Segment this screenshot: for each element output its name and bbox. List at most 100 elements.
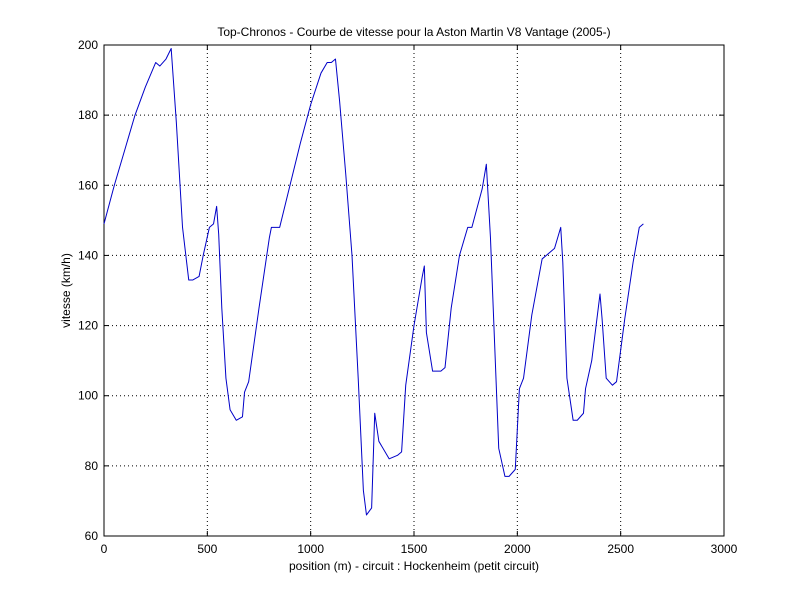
data-point — [203, 255, 204, 256]
data-point — [192, 280, 193, 281]
data-point — [374, 413, 375, 414]
data-point — [218, 234, 219, 235]
chart-title: Top-Chronos - Courbe de vitesse pour la … — [217, 25, 610, 39]
data-point — [269, 237, 270, 238]
y-tick-label: 100 — [78, 389, 98, 403]
data-point — [199, 276, 200, 277]
data-point — [331, 62, 332, 63]
data-point — [482, 188, 483, 189]
data-point — [519, 388, 520, 389]
data-point — [171, 48, 172, 49]
data-point — [505, 476, 506, 477]
data-point — [145, 87, 146, 88]
data-point — [345, 174, 346, 175]
data-point — [624, 318, 625, 319]
series-layer — [103, 48, 644, 516]
x-tick-label: 1500 — [401, 542, 428, 556]
data-point — [124, 150, 125, 151]
x-tick-label: 3000 — [711, 542, 738, 556]
data-point — [562, 262, 563, 263]
data-point — [236, 420, 237, 421]
data-point — [159, 66, 160, 67]
data-point — [445, 367, 446, 368]
y-tick-label: 160 — [78, 178, 98, 192]
x-tick-labels: 0 500 1000 1500 2000 2500 3000 — [101, 542, 738, 556]
data-point — [573, 420, 574, 421]
data-point — [230, 409, 231, 410]
data-point — [467, 227, 468, 228]
data-point — [244, 392, 245, 393]
data-point — [577, 420, 578, 421]
x-tick-label: 0 — [101, 542, 108, 556]
data-point — [451, 308, 452, 309]
grid-lines — [104, 45, 724, 536]
y-axis-title: vitesse (km/h) — [59, 253, 73, 328]
data-point — [389, 458, 390, 459]
y-tick-label: 120 — [78, 319, 98, 333]
x-axis-title: position (m) - circuit : Hockenheim (pet… — [289, 559, 539, 573]
data-point — [405, 385, 406, 386]
data-point — [182, 227, 183, 228]
data-point — [490, 237, 491, 238]
data-point — [135, 115, 136, 116]
data-point — [339, 101, 340, 102]
data-point — [226, 378, 227, 379]
data-point — [486, 164, 487, 165]
data-point — [432, 371, 433, 372]
data-point — [591, 360, 592, 361]
data-point — [633, 262, 634, 263]
data-point — [585, 388, 586, 389]
data-point — [358, 378, 359, 379]
data-point — [327, 62, 328, 63]
data-point — [378, 441, 379, 442]
data-point — [471, 227, 472, 228]
data-point — [114, 185, 115, 186]
y-tick-label: 200 — [78, 38, 98, 52]
data-point — [248, 381, 249, 382]
data-point — [166, 59, 167, 60]
data-point — [523, 378, 524, 379]
data-point — [440, 371, 441, 372]
data-point — [424, 266, 425, 267]
data-point — [352, 255, 353, 256]
plot-frame — [103, 44, 725, 537]
data-point — [639, 227, 640, 228]
data-point — [602, 318, 603, 319]
data-point — [616, 381, 617, 382]
data-point — [290, 185, 291, 186]
y-tick-label: 80 — [85, 459, 99, 473]
speed-series-line — [103, 48, 644, 516]
data-point — [363, 490, 364, 491]
data-point — [643, 223, 644, 224]
data-point — [401, 451, 402, 452]
data-point — [213, 223, 214, 224]
data-point — [494, 343, 495, 344]
data-point — [366, 515, 367, 516]
data-point — [600, 294, 601, 295]
x-tick-label: 500 — [197, 542, 217, 556]
data-point — [321, 73, 322, 74]
data-point — [426, 332, 427, 333]
data-point — [221, 308, 222, 309]
y-tick-label: 180 — [78, 108, 98, 122]
data-point — [216, 206, 217, 207]
data-point — [542, 259, 543, 260]
plot-background — [104, 45, 724, 536]
data-point — [259, 308, 260, 309]
data-point — [397, 455, 398, 456]
data-point — [310, 104, 311, 105]
data-point — [422, 276, 423, 277]
data-point — [509, 476, 510, 477]
y-tick-labels: 60 80 100 120 140 160 180 200 — [78, 38, 98, 543]
x-tick-label: 1000 — [297, 542, 324, 556]
data-point — [560, 227, 561, 228]
data-point — [335, 59, 336, 60]
data-point — [515, 469, 516, 470]
data-point — [300, 143, 301, 144]
data-point — [531, 315, 532, 316]
data-point — [209, 227, 210, 228]
data-point — [606, 378, 607, 379]
data-point — [155, 62, 156, 63]
data-point — [583, 413, 584, 414]
